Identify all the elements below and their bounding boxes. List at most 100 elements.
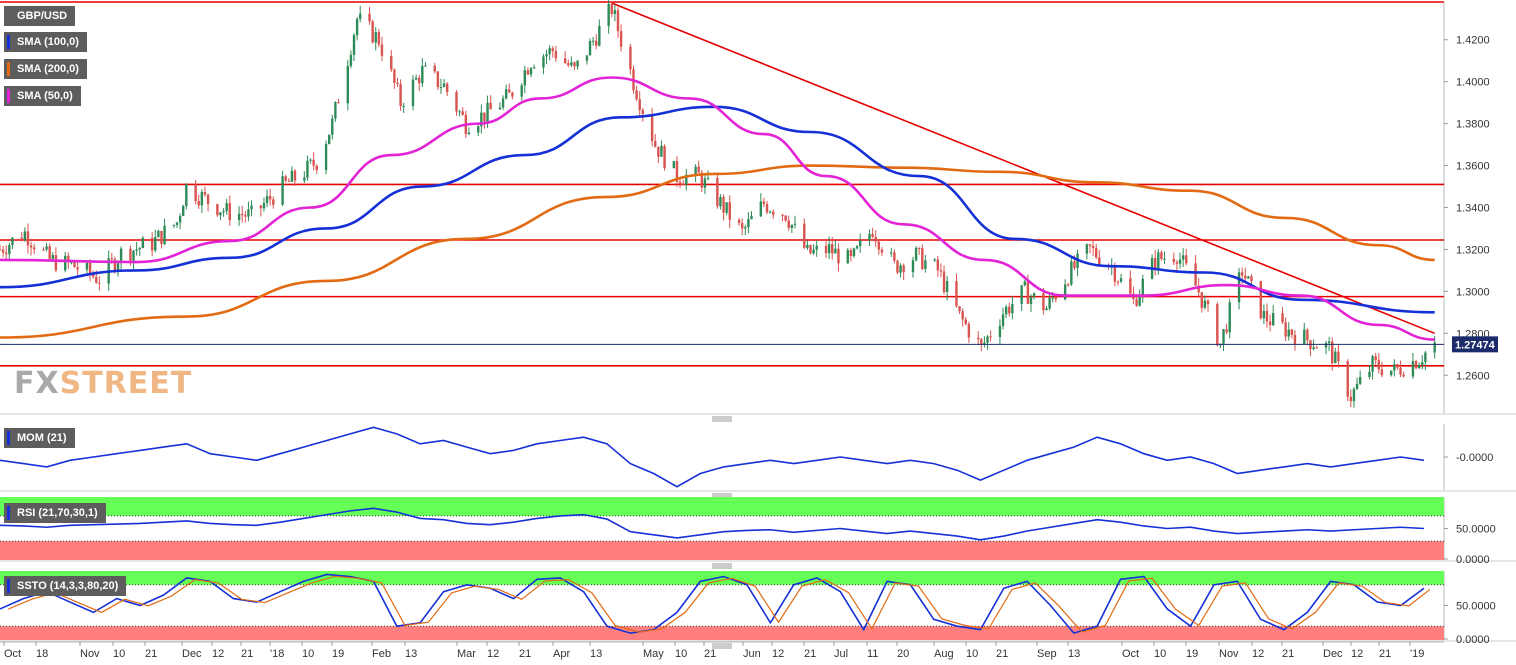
indicator-line [0, 573, 1425, 635]
y-tick-label: 50.0000 [1456, 524, 1496, 536]
x-axis: Oct 18 Nov 10 21 Dec 12 21 '18 10 19 Feb 13 Mar 12 21 Ap… [0, 641, 1444, 660]
candle-body [1265, 310, 1269, 322]
candle-body [831, 244, 834, 254]
y-tick-label: 1.4000 [1456, 77, 1490, 89]
legend-swatch [7, 579, 10, 593]
legend-gbpusd[interactable]: GBP/USD [4, 6, 76, 26]
candle-body [759, 201, 763, 217]
candle-body [939, 270, 943, 272]
y-tick-label: 1.3400 [1456, 203, 1490, 215]
candle-body [917, 247, 921, 249]
candle-body [250, 205, 253, 210]
candle-body [1293, 334, 1297, 344]
legend-swatch [7, 9, 10, 23]
y-tick-label: 1.3600 [1456, 161, 1490, 173]
candle-body [445, 83, 449, 93]
candle-body [1001, 314, 1005, 326]
x-tick-label: 19 [332, 648, 344, 660]
candle-body [411, 79, 415, 107]
candle-body [349, 54, 353, 66]
y-tick-label: 0.0000 [1456, 634, 1490, 646]
candle-body [563, 58, 567, 64]
candle-body [70, 262, 73, 264]
legend-sma50[interactable]: SMA (50,0) [4, 86, 81, 106]
candle-body [1417, 364, 1421, 369]
candle-body [197, 201, 200, 206]
candle-body [998, 325, 1002, 338]
candle-body [436, 71, 440, 88]
candle-body [483, 112, 486, 122]
candle-body [424, 65, 427, 67]
candle-body [868, 233, 871, 241]
candle-body [1346, 361, 1349, 397]
candle-body [418, 77, 421, 84]
oversold-zone [0, 626, 1444, 640]
candle-body [824, 245, 828, 254]
candle-body [76, 267, 79, 270]
candle-body [772, 211, 775, 215]
candle-body [1026, 281, 1030, 304]
legend-swatch [7, 62, 10, 76]
candle-body [827, 244, 831, 254]
candle-body [1334, 351, 1337, 364]
indicator-label-mom[interactable]: MOM (21) [4, 428, 75, 448]
x-tick-label: 20 [897, 648, 909, 660]
candle-body [961, 311, 964, 320]
candle-body [138, 247, 141, 250]
legend-sma200[interactable]: SMA (200,0) [4, 59, 87, 79]
x-tick-label: 21 [519, 648, 531, 660]
candle-body [1327, 341, 1331, 344]
candle-body [955, 281, 958, 307]
y-tick-label: 1.3000 [1456, 286, 1490, 298]
legend-sma100[interactable]: SMA (100,0) [4, 32, 87, 52]
candle-body [1175, 262, 1179, 264]
candle-body [85, 262, 89, 270]
candle-body [1281, 313, 1284, 323]
candle-body [1, 249, 5, 253]
candle-body [1247, 276, 1250, 279]
indicator-label: SSTO (14,3,3,80,20) [17, 580, 119, 592]
candle-body [95, 276, 98, 283]
indicator-label-ssto[interactable]: SSTO (14,3,3,80,20) [4, 576, 127, 596]
candle-body [439, 86, 443, 88]
indicator-label-rsi[interactable]: RSI (21,70,30,1) [4, 503, 106, 523]
candle-body [5, 252, 8, 255]
candle-body [1259, 281, 1262, 319]
x-tick-label: 21 [241, 648, 253, 660]
candle-body [1091, 245, 1095, 249]
candle-body [1194, 263, 1197, 286]
candle-body [309, 159, 312, 161]
candle-body [641, 110, 645, 114]
candle-body [635, 90, 638, 100]
candle-body [32, 247, 36, 250]
legend-label: SMA (100,0) [17, 36, 79, 48]
candle-body [1399, 367, 1402, 375]
watermark-fx: FX [14, 366, 60, 401]
candle-body [1355, 383, 1359, 390]
sma50-line [0, 76, 1435, 341]
candle-body [681, 184, 685, 186]
candle-body [1272, 313, 1275, 326]
candle-body [911, 260, 915, 273]
candle-body [1116, 281, 1120, 283]
candle-body [219, 212, 222, 216]
candle-body [1216, 304, 1219, 346]
candle-body [1098, 257, 1101, 265]
candle-body [784, 215, 787, 221]
candle-body [595, 40, 598, 46]
candle-body [1154, 257, 1157, 269]
candle-body [303, 177, 306, 181]
candle-body [1020, 285, 1023, 304]
candle-body [936, 259, 940, 271]
candle-body [1135, 299, 1138, 306]
candle-body [610, 3, 613, 14]
candle-body [1402, 374, 1405, 377]
x-tick-label: Mar [457, 648, 476, 660]
candle-body [762, 201, 766, 204]
candle-body [598, 25, 601, 46]
x-tick-label: 12 [212, 648, 224, 660]
candle-body [914, 247, 918, 261]
x-tick-label: Jul [834, 648, 848, 660]
candle-body [312, 159, 315, 166]
candle-body [1324, 343, 1328, 348]
